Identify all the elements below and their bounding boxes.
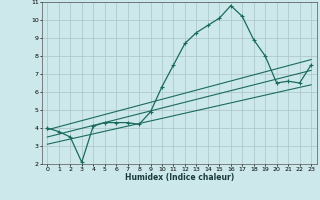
X-axis label: Humidex (Indice chaleur): Humidex (Indice chaleur)	[124, 173, 234, 182]
